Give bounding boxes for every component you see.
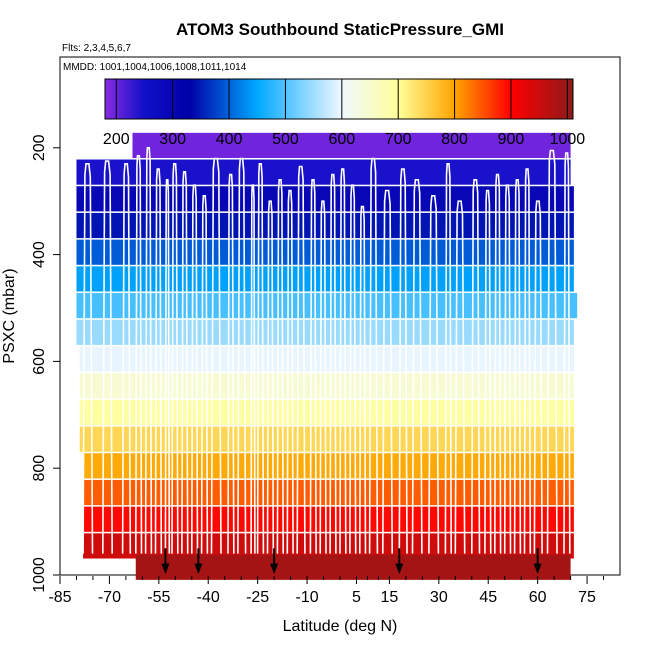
colorbar-tick-label: 300 <box>159 131 186 148</box>
arrow-marker <box>395 548 404 574</box>
x-tick-label: 5 <box>352 589 361 606</box>
flight-profile <box>444 163 453 554</box>
flight-profile <box>563 152 571 554</box>
pressure-band <box>76 293 578 319</box>
y-tick-label: 600 <box>31 348 48 375</box>
flight-profile <box>484 189 492 554</box>
flight-profile <box>368 157 379 554</box>
x-tick-label: 15 <box>381 589 399 606</box>
pressure-band <box>79 346 574 372</box>
arrow-marker <box>533 548 542 574</box>
flight-profile <box>171 163 179 554</box>
flight-profile <box>398 168 408 554</box>
flight-profile <box>210 157 222 554</box>
colorbar-tick-label: 700 <box>385 131 412 148</box>
flight-profile <box>181 171 189 554</box>
y-tick-label: 400 <box>31 241 48 268</box>
pressure-band <box>135 554 571 580</box>
arrow-marker <box>194 548 203 574</box>
flight-profile <box>454 200 466 554</box>
y-tick-label: 1000 <box>31 557 48 593</box>
flight-profile <box>329 173 337 554</box>
x-tick-label: 45 <box>479 589 497 606</box>
flight-profile <box>144 147 153 554</box>
y-axis-label: PSXC (mbar) <box>1 268 18 363</box>
flight-profile <box>164 179 171 554</box>
flight-profile <box>154 168 163 554</box>
colorbar-ticks: 200 300 400 500 600 700 800 900 1000 <box>103 79 585 148</box>
flight-profile <box>411 179 423 554</box>
flight-profile <box>319 200 327 554</box>
arrow-markers <box>161 548 542 574</box>
x-axis-label: Latitude (deg N) <box>283 618 398 635</box>
y-axis: 200 400 600 800 1000 <box>31 134 60 593</box>
flight-profile <box>428 195 440 554</box>
flight-profile <box>309 179 317 554</box>
colorbar: 200 300 400 500 600 700 800 900 1000 <box>103 78 585 148</box>
x-tick-label: -40 <box>197 589 220 606</box>
flight-profile <box>523 168 532 554</box>
flight-profile <box>533 200 543 554</box>
x-tick-label: 60 <box>529 589 547 606</box>
colorbar-tick-label: 1000 <box>550 131 586 148</box>
arrow-marker <box>270 548 279 574</box>
flight-profile <box>266 200 275 554</box>
flight-profile <box>349 184 357 554</box>
flight-profile <box>200 195 209 554</box>
chart-subtitle-dates: MMDD: 1001,1004,1006,1008,1011,1014 <box>63 62 247 73</box>
x-tick-label: -70 <box>98 589 121 606</box>
flight-profile <box>135 155 143 554</box>
flight-profiles <box>82 147 571 554</box>
arrow-marker <box>161 548 170 574</box>
flight-profile <box>470 179 481 554</box>
chart-subtitle-flights: Flts: 2,3,4,5,6,7 <box>62 43 131 54</box>
chart-title: ATOM3 Southbound StaticPressure_GMI <box>176 20 504 39</box>
flight-profile <box>286 189 294 554</box>
colorbar-tick-label: 800 <box>441 131 468 148</box>
flight-profile <box>250 184 256 554</box>
flight-profile <box>503 184 512 554</box>
flight-profile <box>121 163 132 554</box>
x-tick-label: 30 <box>430 589 448 606</box>
x-tick-label: -85 <box>48 589 71 606</box>
flight-profile <box>276 179 285 554</box>
y-tick-label: 200 <box>31 134 48 161</box>
colorbar-tick-label: 200 <box>103 131 130 148</box>
pressure-band <box>79 373 574 399</box>
pressure-band <box>132 132 571 158</box>
colorbar-gradient <box>104 78 574 120</box>
plot-area <box>59 56 621 580</box>
colorbar-tick-label: 400 <box>216 131 243 148</box>
colorbar-tick-label: 900 <box>498 131 525 148</box>
pressure-band <box>79 426 574 452</box>
x-tick-label: -10 <box>295 589 318 606</box>
flight-profile <box>237 157 247 554</box>
flight-profile <box>493 173 502 554</box>
flight-profile <box>339 168 347 554</box>
colorbar-tick-label: 500 <box>272 131 299 148</box>
flight-profile <box>102 160 113 554</box>
x-tick-label: -55 <box>147 589 170 606</box>
flight-profile <box>227 173 235 554</box>
y-tick-label: 800 <box>31 455 48 482</box>
x-axis: -85 -70 -55 -40 -25 -10 5 15 30 45 60 75 <box>48 576 605 606</box>
pressure-band <box>79 399 574 426</box>
flight-profile <box>82 163 94 554</box>
colorbar-tick-label: 600 <box>328 131 355 148</box>
flight-profile <box>513 179 522 554</box>
flight-profile <box>546 149 558 554</box>
flight-profile <box>358 205 367 554</box>
flight-profile <box>381 189 393 554</box>
flight-profile <box>256 163 265 554</box>
x-tick-label: 75 <box>578 589 596 606</box>
flight-profile <box>296 165 306 554</box>
x-tick-label: -25 <box>246 589 269 606</box>
flight-profile <box>191 184 199 554</box>
